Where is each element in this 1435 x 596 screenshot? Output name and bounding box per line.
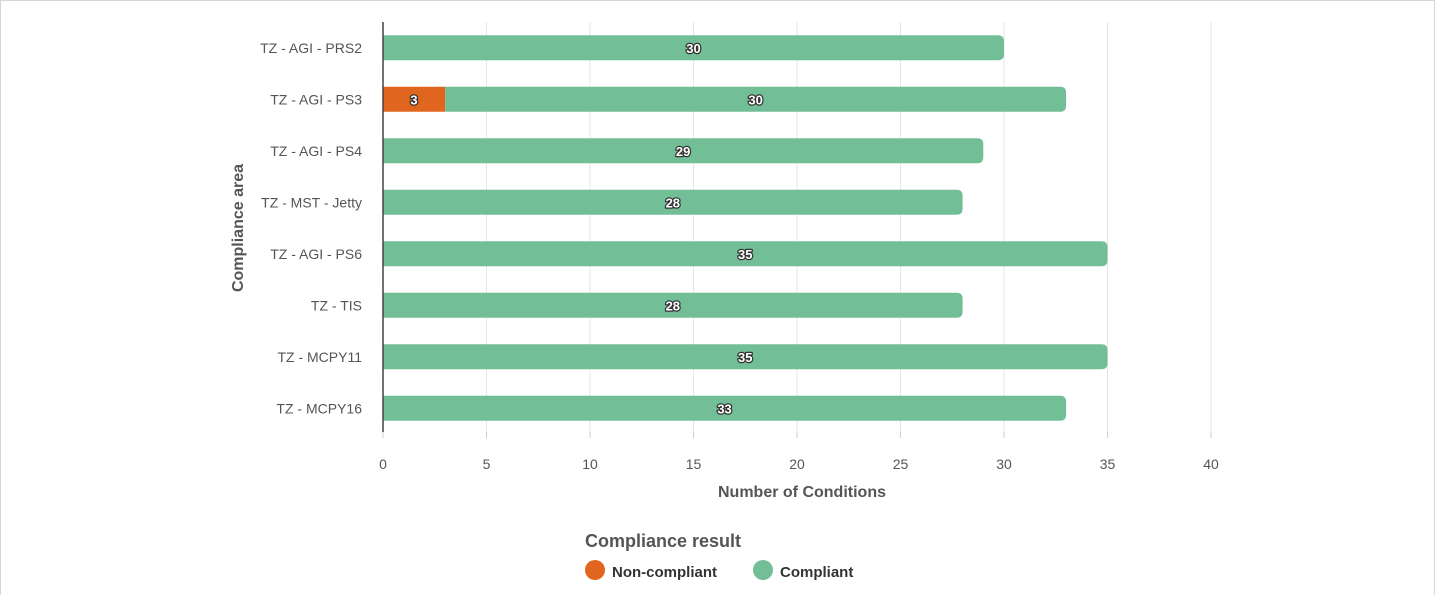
x-tick-label-15: 15 — [686, 456, 702, 472]
legend-item-compliant[interactable]: Compliant — [753, 560, 853, 581]
bar-value-label: 29 — [676, 144, 690, 159]
x-tick-label-0: 0 — [379, 456, 387, 472]
bar-value-label: 30 — [748, 92, 762, 107]
gridlines — [382, 22, 1212, 438]
bar-value-label: 35 — [738, 350, 752, 365]
bar-value-label: 28 — [666, 298, 680, 313]
bar-value-label: 33 — [717, 401, 731, 416]
bar-compliant[interactable] — [383, 292, 963, 318]
category-label: TZ - AGI - PS6 — [270, 246, 362, 262]
category-label: TZ - MCPY16 — [276, 400, 362, 416]
bar-non-compliant[interactable] — [383, 86, 446, 112]
category-label: TZ - AGI - PRS2 — [260, 40, 362, 56]
bar-value-label: 3 — [410, 92, 417, 107]
x-tick-label-20: 20 — [789, 456, 805, 472]
bar-value-label: 28 — [666, 195, 680, 210]
bar-compliant[interactable] — [383, 241, 1108, 267]
bar-value-label: 30 — [686, 41, 700, 56]
bar-compliant[interactable] — [383, 189, 963, 215]
bar-compliant[interactable] — [445, 86, 1067, 112]
legend-item-non-compliant[interactable]: Non-compliant — [585, 560, 717, 581]
legend-swatch — [585, 560, 605, 580]
y-axis-title: Compliance area — [230, 164, 247, 292]
bars: 30 3 30 29 28 35 28 35 33 — [383, 35, 1108, 421]
x-tick-label-40: 40 — [1203, 456, 1219, 472]
bar-compliant[interactable] — [383, 344, 1108, 370]
bar-compliant[interactable] — [383, 138, 984, 164]
x-tick-label-10: 10 — [582, 456, 598, 472]
bar-compliant[interactable] — [383, 35, 1004, 61]
legend-title: Compliance result — [585, 531, 741, 551]
bar-value-label: 35 — [738, 247, 752, 262]
category-label: TZ - TIS — [311, 297, 362, 313]
x-tick-label-35: 35 — [1100, 456, 1116, 472]
x-tick-label-5: 5 — [483, 456, 491, 472]
legend-label: Compliant — [780, 564, 853, 581]
x-tick-label-25: 25 — [893, 456, 909, 472]
category-label: TZ - MCPY11 — [277, 349, 362, 365]
bar-compliant[interactable] — [383, 395, 1067, 421]
legend: Non-compliant Compliant — [585, 560, 853, 581]
x-tick-label-30: 30 — [996, 456, 1012, 472]
legend-label: Non-compliant — [612, 564, 717, 581]
x-tick-labels: 0 5 10 15 20 25 30 35 40 — [379, 456, 1219, 472]
x-axis-title: Number of Conditions — [718, 484, 886, 501]
category-label: TZ - MST - Jetty — [261, 194, 362, 210]
legend-swatch — [753, 560, 773, 580]
category-label: TZ - AGI - PS3 — [270, 91, 362, 107]
category-label: TZ - AGI - PS4 — [270, 143, 362, 159]
category-labels: TZ - AGI - PRS2 TZ - AGI - PS3 TZ - AGI - … — [260, 40, 362, 417]
